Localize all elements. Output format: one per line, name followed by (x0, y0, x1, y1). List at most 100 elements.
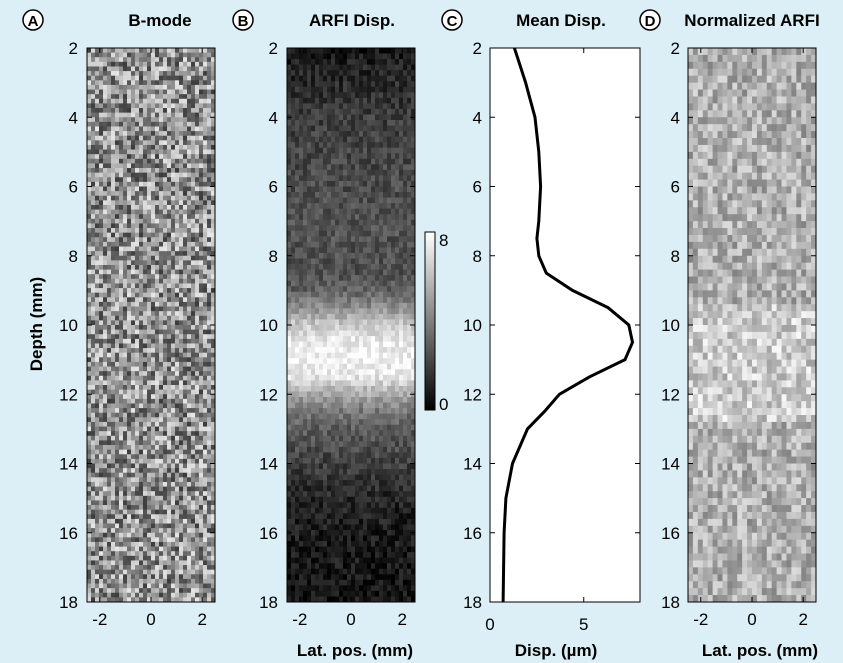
bmode-pixel (95, 163, 100, 169)
bmode-pixel (91, 426, 96, 432)
bmode-pixel (155, 315, 160, 321)
bmode-pixel (203, 149, 208, 155)
bmode-pixel (187, 301, 192, 307)
bmode-pixel (111, 509, 116, 515)
bmode-pixel (179, 357, 184, 363)
bmode-pixel (199, 597, 204, 603)
bmode-pixel (199, 135, 204, 141)
bmode-pixel (151, 177, 156, 183)
bmode-pixel (115, 435, 120, 441)
bmode-pixel (103, 172, 108, 178)
bmode-pixel (107, 269, 112, 275)
bmode-pixel (107, 223, 112, 229)
bmode-pixel (87, 103, 92, 109)
bmode-pixel (159, 218, 164, 224)
arfi-pixel (323, 180, 328, 187)
bmode-pixel (199, 380, 204, 386)
bmode-pixel (167, 144, 172, 150)
bmode-pixel (167, 278, 172, 284)
bmode-pixel (95, 583, 100, 589)
bmode-pixel (95, 251, 100, 257)
bmode-pixel (191, 48, 196, 54)
bmode-pixel (87, 84, 92, 90)
bmode-pixel (95, 389, 100, 395)
bmode-pixel (111, 477, 116, 483)
bmode-pixel (115, 551, 120, 557)
arfi-pixel (331, 164, 336, 171)
bmode-pixel (159, 477, 164, 483)
bmode-pixel (95, 463, 100, 469)
bmode-pixel (147, 195, 152, 201)
bmode-pixel (171, 301, 176, 307)
arfi-pixel (315, 53, 320, 60)
bmode-pixel (147, 541, 152, 547)
bmode-pixel (167, 380, 172, 386)
bmode-pixel (163, 112, 168, 118)
bmode-pixel (183, 440, 188, 446)
bmode-pixel (139, 94, 144, 100)
bmode-pixel (103, 121, 108, 127)
bmode-pixel (91, 560, 96, 566)
bmode-pixel (91, 163, 96, 169)
bmode-pixel (183, 334, 188, 340)
bmode-pixel (91, 57, 96, 63)
bmode-pixel (195, 297, 200, 303)
arfi-pixel (315, 225, 320, 232)
bmode-pixel (139, 394, 144, 400)
bmode-pixel (207, 80, 212, 86)
bmode-pixel (211, 94, 216, 100)
bmode-pixel (91, 84, 96, 90)
bmode-pixel (147, 338, 152, 344)
bmode-pixel (187, 311, 192, 317)
bmode-pixel (111, 385, 116, 391)
bmode-pixel (203, 352, 208, 358)
bmode-pixel (211, 408, 216, 414)
arfi-pixel (287, 120, 292, 126)
bmode-pixel (147, 523, 152, 529)
bmode-pixel (187, 454, 192, 460)
bmode-pixel (119, 361, 124, 367)
bmode-pixel (119, 204, 124, 210)
bmode-pixel (171, 555, 176, 561)
bmode-pixel (183, 94, 188, 100)
bmode-pixel (171, 103, 176, 109)
bmode-pixel (95, 532, 100, 538)
arfi-pixel (375, 219, 380, 226)
bmode-pixel (167, 255, 172, 261)
bmode-pixel (91, 500, 96, 506)
bmode-pixel (111, 592, 116, 598)
bmode-pixel (143, 380, 148, 386)
arfi-pixel (307, 230, 312, 237)
bmode-pixel (139, 463, 144, 469)
bmode-pixel (91, 315, 96, 321)
bmode-pixel (187, 361, 192, 367)
panel-d-badge (639, 9, 661, 31)
bmode-pixel (91, 195, 96, 201)
arfi-pixel (307, 97, 312, 104)
bmode-pixel (127, 278, 132, 284)
bmode-pixel (99, 421, 104, 427)
bmode-pixel (155, 551, 160, 557)
bmode-pixel (95, 297, 100, 303)
bmode-pixel (211, 454, 216, 460)
bmode-pixel (111, 311, 116, 317)
arfi-pixel (291, 136, 296, 143)
bmode-pixel (95, 357, 100, 363)
bmode-pixel (211, 398, 216, 404)
bmode-pixel (183, 588, 188, 594)
bmode-pixel (211, 181, 216, 187)
arfi-pixel (363, 169, 368, 176)
arfi-pixel (287, 225, 292, 232)
bmode-pixel (159, 445, 164, 451)
bmode-pixel (187, 278, 192, 284)
bmode-pixel (155, 421, 160, 427)
arfi-pixel (343, 108, 348, 115)
bmode-pixel (211, 334, 216, 340)
bmode-pixel (151, 435, 156, 441)
bmode-pixel (91, 481, 96, 487)
arfi-pixel (343, 175, 348, 182)
arfi-pixel (391, 180, 396, 187)
bmode-pixel (95, 371, 100, 377)
bmode-pixel (187, 348, 192, 354)
bmode-pixel (139, 209, 144, 215)
